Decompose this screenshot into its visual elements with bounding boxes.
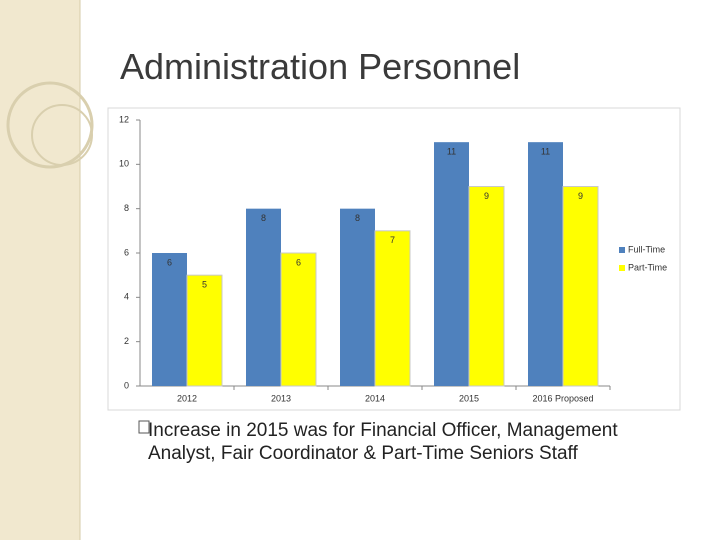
y-tick-label: 4 [124, 292, 129, 302]
legend-label: Full-Time [628, 244, 665, 254]
value-label: 6 [296, 257, 301, 267]
value-label: 11 [447, 147, 456, 157]
value-label: 5 [202, 280, 207, 290]
bullet-text: Increase in 2015 was for Financial Offic… [148, 420, 618, 464]
y-tick-label: 2 [124, 336, 129, 346]
bar [374, 230, 411, 387]
value-label: 8 [261, 213, 266, 223]
y-tick-label: 0 [124, 380, 129, 390]
value-label: 8 [355, 213, 360, 223]
bar [468, 186, 505, 387]
legend-swatch [619, 265, 625, 271]
y-tick-label: 6 [124, 247, 129, 257]
x-tick-label: 2016 Proposed [532, 393, 593, 403]
y-tick-label: 8 [124, 203, 129, 213]
bar [340, 208, 375, 386]
decor-circle [6, 81, 94, 169]
bar [528, 142, 563, 386]
value-label: 11 [541, 147, 550, 157]
y-tick-label: 10 [119, 159, 129, 169]
value-label: 6 [167, 257, 172, 267]
y-tick-label: 12 [119, 114, 129, 124]
bar [562, 186, 599, 387]
x-tick-label: 2015 [459, 393, 479, 403]
side-strip [0, 0, 80, 540]
x-tick-label: 2014 [365, 393, 385, 403]
chart-frame [107, 107, 681, 411]
legend-label: Part-Time [628, 262, 667, 272]
bar [434, 142, 469, 386]
bar [246, 208, 281, 386]
bar [186, 274, 223, 387]
bar [280, 252, 317, 387]
legend-swatch [619, 247, 625, 253]
bar [152, 253, 187, 386]
slide-title: Administration Personnel [120, 46, 521, 87]
x-tick-label: 2012 [177, 393, 197, 403]
value-label: 7 [390, 235, 395, 245]
x-tick-label: 2013 [271, 393, 291, 403]
decor-circle [31, 104, 93, 166]
value-label: 9 [484, 191, 489, 201]
bullet-symbol [138, 420, 150, 434]
value-label: 9 [578, 191, 583, 201]
